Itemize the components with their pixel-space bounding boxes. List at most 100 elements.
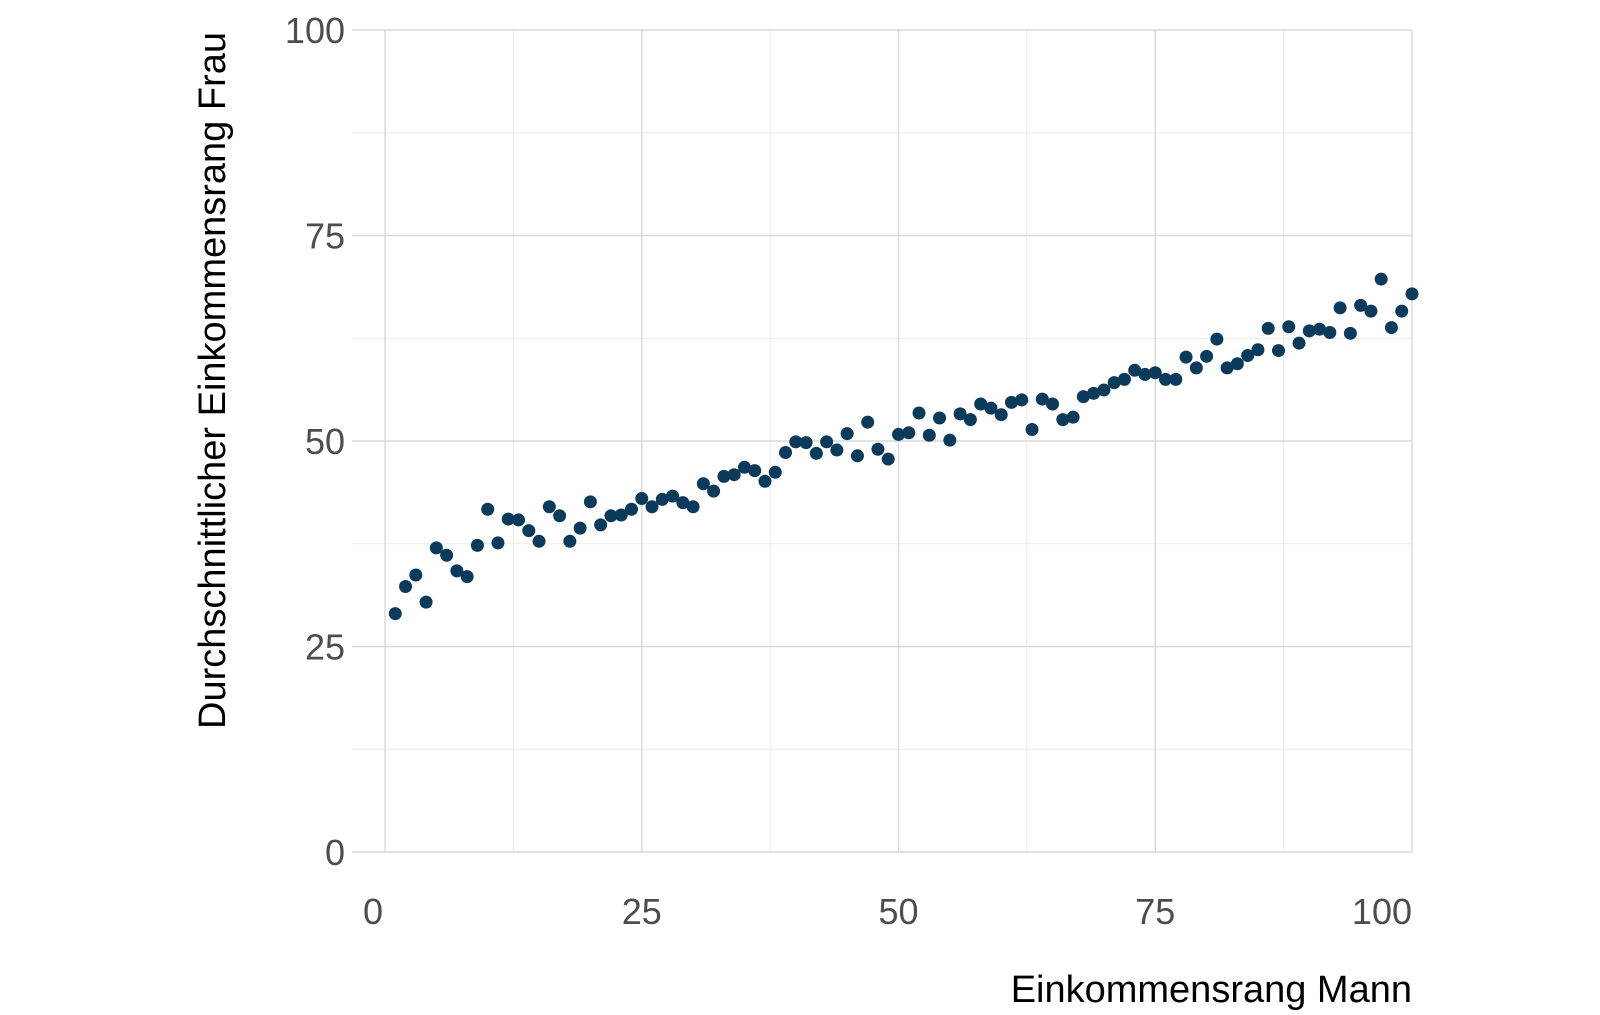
data-point bbox=[522, 524, 536, 538]
data-point bbox=[512, 513, 526, 527]
data-point bbox=[1261, 321, 1275, 335]
data-point bbox=[1210, 332, 1224, 346]
x-tick-label: 75 bbox=[1135, 891, 1175, 932]
data-point bbox=[1169, 372, 1183, 386]
data-point bbox=[501, 512, 515, 526]
data-point bbox=[1159, 372, 1173, 386]
data-point bbox=[666, 489, 680, 503]
data-point bbox=[440, 548, 454, 562]
data-point bbox=[470, 538, 484, 552]
data-point bbox=[1271, 344, 1285, 358]
data-point bbox=[809, 446, 823, 460]
data-point bbox=[388, 607, 402, 621]
data-point bbox=[1097, 383, 1111, 397]
data-point bbox=[1354, 298, 1368, 312]
data-point bbox=[933, 411, 947, 425]
data-point bbox=[943, 433, 957, 447]
data-point bbox=[707, 484, 721, 498]
data-point bbox=[892, 427, 905, 441]
data-point bbox=[1179, 350, 1193, 364]
data-point bbox=[1138, 367, 1152, 381]
data-point bbox=[1220, 361, 1234, 375]
data-point bbox=[871, 442, 885, 456]
y-tick-label: 25 bbox=[305, 627, 345, 668]
x-tick-label: 50 bbox=[878, 891, 918, 932]
data-point bbox=[1025, 422, 1039, 436]
y-tick-label: 75 bbox=[305, 216, 345, 257]
data-point bbox=[974, 397, 988, 411]
x-tick-label: 25 bbox=[622, 891, 662, 932]
data-point bbox=[840, 427, 854, 441]
y-axis-title: Durchschnittlicher Einkommensrang Frau bbox=[192, 32, 234, 729]
data-point bbox=[450, 564, 464, 578]
data-point bbox=[1230, 357, 1244, 371]
data-point bbox=[1374, 272, 1388, 286]
data-point bbox=[748, 464, 762, 478]
tick-labels: 0 25 50 75 100 0 25 50 75 100 bbox=[285, 10, 1412, 932]
data-point bbox=[1384, 321, 1398, 335]
data-point bbox=[553, 509, 567, 523]
data-point bbox=[645, 500, 659, 514]
data-point bbox=[1076, 390, 1090, 404]
y-tick-label: 0 bbox=[325, 832, 345, 873]
data-point bbox=[696, 477, 710, 491]
data-point bbox=[1035, 392, 1049, 406]
data-point bbox=[799, 436, 813, 450]
x-tick-label: 0 bbox=[363, 891, 383, 932]
y-tick-label: 50 bbox=[305, 421, 345, 462]
x-axis-title: Einkommensrang Mann bbox=[1011, 969, 1412, 1011]
data-point bbox=[912, 406, 926, 420]
data-point bbox=[1107, 376, 1121, 390]
data-point bbox=[563, 534, 577, 548]
data-point bbox=[758, 474, 772, 488]
data-point bbox=[830, 443, 844, 457]
data-point bbox=[1241, 349, 1255, 363]
data-point bbox=[573, 521, 587, 535]
data-point bbox=[1004, 395, 1018, 409]
data-point bbox=[429, 541, 443, 555]
data-point bbox=[1343, 326, 1357, 340]
data-point bbox=[409, 568, 423, 582]
data-point bbox=[655, 492, 669, 506]
data-point bbox=[532, 534, 546, 548]
data-point bbox=[1066, 410, 1080, 424]
data-point bbox=[881, 452, 895, 466]
data-point bbox=[460, 570, 474, 584]
data-point bbox=[789, 435, 803, 449]
data-point bbox=[419, 595, 433, 609]
data-point bbox=[1046, 397, 1060, 411]
x-tick-label: 100 bbox=[1352, 891, 1412, 932]
data-point bbox=[1148, 366, 1162, 380]
data-point bbox=[953, 407, 967, 421]
data-point bbox=[1251, 343, 1265, 357]
data-point bbox=[1189, 361, 1203, 375]
data-point bbox=[1333, 301, 1347, 315]
data-point bbox=[1302, 324, 1316, 338]
data-point bbox=[1292, 336, 1306, 350]
data-point bbox=[1128, 363, 1142, 377]
data-points bbox=[388, 272, 1419, 621]
data-point bbox=[902, 426, 916, 440]
data-point bbox=[922, 428, 936, 442]
data-point bbox=[594, 518, 608, 532]
data-point bbox=[1117, 372, 1131, 386]
data-point bbox=[1015, 393, 1029, 407]
data-point bbox=[481, 502, 495, 516]
data-point bbox=[542, 500, 556, 514]
data-point bbox=[1282, 320, 1296, 334]
data-point bbox=[779, 446, 793, 460]
data-point bbox=[1405, 287, 1419, 301]
data-point bbox=[399, 579, 413, 593]
data-point bbox=[676, 496, 690, 510]
data-point bbox=[604, 509, 618, 523]
data-point bbox=[820, 435, 834, 449]
data-point bbox=[1364, 304, 1378, 318]
data-point bbox=[768, 465, 782, 479]
data-point bbox=[1323, 325, 1337, 339]
data-point bbox=[491, 536, 505, 550]
grid-lines bbox=[352, 29, 1413, 853]
data-point bbox=[727, 468, 741, 482]
data-point bbox=[1395, 304, 1409, 318]
data-point bbox=[717, 469, 731, 483]
